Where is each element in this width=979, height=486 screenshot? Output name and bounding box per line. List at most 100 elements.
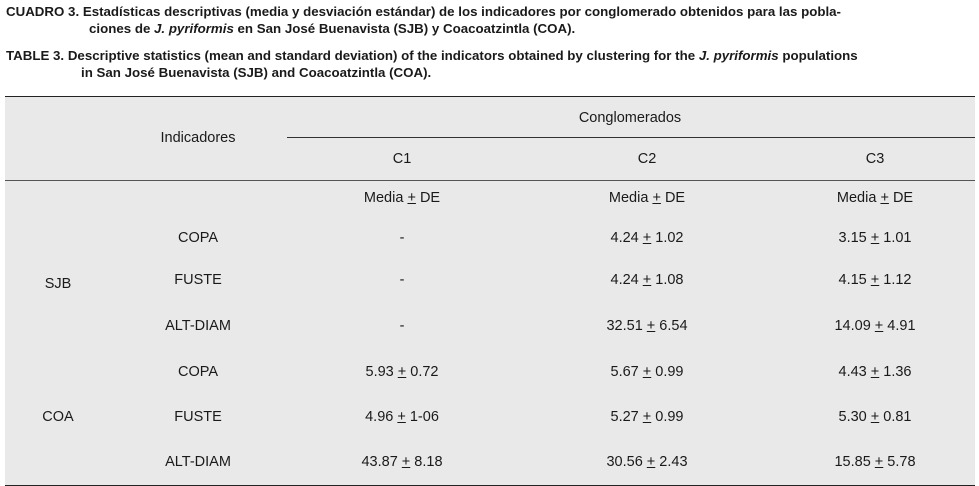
value-cell-c3: 5.30 + 0.81	[839, 409, 912, 426]
value-mean: -	[399, 318, 405, 334]
value-cell-c3: 3.15 + 1.01	[839, 230, 912, 247]
indicator-label: COPA	[177, 364, 219, 380]
caption-spanish-text-2a: ciones de	[89, 21, 155, 36]
indicator-label: ALT-DIAM	[165, 318, 231, 334]
value-plusminus: +	[642, 230, 652, 246]
value-mean: 4.24	[610, 272, 639, 288]
value-plusminus: +	[874, 454, 884, 470]
indicator-label: FUSTE	[174, 272, 222, 288]
stat-label-plusminus: +	[652, 190, 661, 206]
value-sd: 1.12	[883, 272, 912, 288]
value-sd: 1-06	[409, 409, 439, 425]
caption-spanish-species: J. pyriformis	[154, 21, 234, 36]
value-mean: 5.27	[610, 409, 639, 425]
header-indicators: Indicadores	[160, 130, 236, 146]
stat-header-c3: Media + DE	[837, 190, 913, 207]
value-sd: 6.54	[659, 318, 688, 334]
value-cell-c3: 4.15 + 1.12	[839, 272, 912, 289]
header-bottom-rule	[5, 180, 975, 181]
caption-english-label: TABLE 3.	[6, 48, 65, 63]
value-sd: 0.72	[410, 364, 439, 380]
value-sd: 5.78	[887, 454, 916, 470]
value-plusminus: +	[642, 364, 652, 380]
stat-header-c2: Media + DE	[609, 190, 685, 207]
value-sd: 2.43	[659, 454, 688, 470]
value-mean: 30.56	[606, 454, 643, 470]
value-sd: 1.01	[883, 230, 912, 246]
header-divider	[287, 137, 975, 138]
value-mean: 32.51	[606, 318, 643, 334]
value-sd: 1.08	[655, 272, 684, 288]
value-plusminus: +	[870, 409, 880, 425]
value-cell-c1: 43.87 + 8.18	[361, 454, 442, 471]
value-sd: 1.02	[655, 230, 684, 246]
caption-spanish-line-1: CUADRO 3. Estadísticas descriptivas (med…	[6, 3, 976, 20]
stat-label-de: DE	[660, 190, 686, 206]
caption-english-text-1b: populations	[778, 48, 858, 63]
value-cell-c2: 32.51 + 6.54	[606, 318, 687, 335]
value-plusminus: +	[397, 364, 407, 380]
value-cell-c3: 4.43 + 1.36	[839, 364, 912, 381]
value-cell-c1: 5.93 + 0.72	[366, 364, 439, 381]
header-clusters: Conglomerados	[578, 110, 682, 126]
value-mean: 5.93	[365, 364, 394, 380]
value-mean: 4.96	[365, 409, 394, 425]
value-cell-c2: 30.56 + 2.43	[606, 454, 687, 471]
header-col-c1: C1	[392, 151, 412, 167]
value-mean: 3.15	[838, 230, 867, 246]
caption-english-text-2: in San José Buenavista (SJB) and Coacoat…	[81, 65, 432, 80]
caption-english-line-1: TABLE 3. Descriptive statistics (mean an…	[6, 47, 976, 64]
value-mean: 15.85	[834, 454, 871, 470]
stat-label-de: DE	[888, 190, 914, 206]
value-sd: 4.91	[887, 318, 916, 334]
caption-english-text-1a: Descriptive statistics (mean and standar…	[67, 48, 699, 63]
value-mean: 5.67	[610, 364, 639, 380]
value-cell-c3: 15.85 + 5.78	[834, 454, 915, 471]
indicator-label: COPA	[177, 230, 219, 246]
value-mean: 4.15	[838, 272, 867, 288]
value-plusminus: +	[401, 454, 411, 470]
statistics-table: Indicadores Conglomerados C1 C2 C3 Media…	[5, 96, 975, 486]
value-cell-c2: 4.24 + 1.02	[611, 230, 684, 247]
group-label-coa: COA	[42, 409, 74, 425]
caption-spanish-line-2: ciones de J. pyriformis en San José Buen…	[6, 20, 976, 37]
stat-label-media: Media	[363, 190, 408, 206]
value-mean: 43.87	[361, 454, 398, 470]
value-cell-c1: -	[400, 230, 405, 247]
caption-spanish-text: Estadísticas descriptivas (media y desvi…	[82, 4, 841, 19]
stat-label-media: Media	[608, 190, 653, 206]
value-plusminus: +	[397, 409, 406, 425]
group-label-sjb: SJB	[44, 276, 72, 292]
value-sd: 8.18	[414, 454, 443, 470]
value-cell-c1: -	[400, 318, 405, 335]
value-mean: -	[399, 272, 405, 288]
indicator-label: ALT-DIAM	[165, 454, 231, 470]
value-sd: 0.99	[655, 409, 684, 425]
value-cell-c2: 5.67 + 0.99	[611, 364, 684, 381]
caption-spanish-text-2b: en San José Buenavista (SJB) y Coacoatzi…	[233, 21, 576, 36]
caption-spanish-label: CUADRO 3.	[6, 4, 80, 19]
value-cell-c3: 14.09 + 4.91	[834, 318, 915, 335]
value-plusminus: +	[870, 230, 880, 246]
value-plusminus: +	[874, 318, 884, 334]
stat-label-media: Media	[836, 190, 881, 206]
value-plusminus: +	[646, 454, 656, 470]
stat-label-plusminus: +	[407, 190, 416, 206]
header-col-c2: C2	[637, 151, 657, 167]
header-col-c3: C3	[865, 151, 885, 167]
value-plusminus: +	[642, 409, 652, 425]
value-sd: 0.99	[655, 364, 684, 380]
value-cell-c2: 5.27 + 0.99	[611, 409, 684, 426]
caption-spanish: CUADRO 3. Estadísticas descriptivas (med…	[6, 3, 976, 37]
value-sd: 1.36	[883, 364, 912, 380]
stat-header-c1: Media + DE	[364, 190, 440, 207]
value-plusminus: +	[642, 272, 652, 288]
caption-english-line-2: in San José Buenavista (SJB) and Coacoat…	[6, 64, 976, 81]
value-mean: 4.24	[610, 230, 639, 246]
value-mean: 4.43	[838, 364, 867, 380]
value-plusminus: +	[870, 364, 880, 380]
value-cell-c1: 4.96 + 1-06	[365, 409, 439, 426]
value-cell-c2: 4.24 + 1.08	[611, 272, 684, 289]
indicator-label: FUSTE	[174, 409, 222, 425]
value-mean: 14.09	[834, 318, 871, 334]
